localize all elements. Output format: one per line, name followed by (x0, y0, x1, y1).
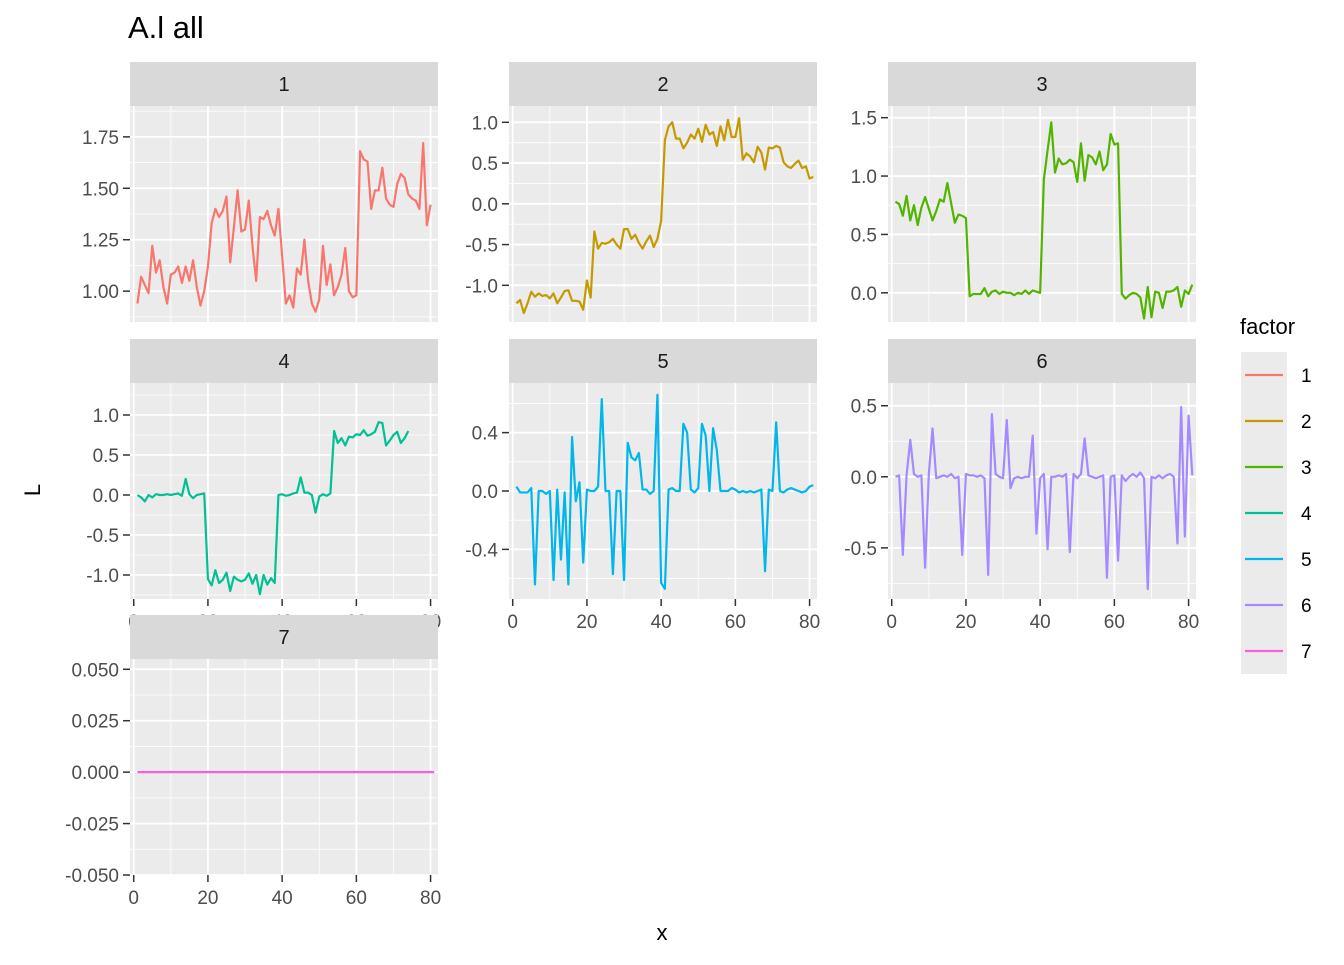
facet-strip-label: 4 (278, 351, 289, 373)
x-tick-label: 60 (346, 888, 367, 909)
panel-5: 5 -0.4 0.0 0.4 0 20 40 60 80 (465, 339, 820, 633)
x-tick-label: 0 (507, 612, 518, 633)
y-tick-label: 1.25 (82, 231, 119, 252)
y-tick-label: 1.00 (82, 282, 119, 303)
facet-strip (130, 615, 438, 659)
panel-background (509, 106, 817, 322)
y-tick-label: -0.4 (465, 540, 498, 561)
panel-2: 2 -1.0 -0.5 0.0 0.5 1.0 (465, 62, 817, 322)
facet-strip-label: 7 (278, 627, 289, 649)
facet-strip (509, 339, 817, 383)
x-tick-label: 0 (128, 888, 139, 909)
y-tick-label: 0.0 (472, 482, 498, 503)
x-tick-label: 80 (799, 612, 820, 633)
panel-background (888, 383, 1196, 599)
y-tick-label: -1.0 (465, 276, 498, 297)
x-tick-label: 40 (1030, 612, 1051, 633)
y-tick-label: 1.50 (82, 179, 119, 200)
panel-3: 3 0.0 0.5 1.0 1.5 (851, 62, 1196, 322)
chart-title: A.l all (128, 10, 204, 45)
y-tick-label: 1.5 (851, 109, 877, 130)
series-line-1 (136, 141, 432, 313)
y-tick-label: 0.000 (71, 763, 119, 784)
x-tick-label: 20 (955, 612, 976, 633)
legend: factor 1 2 3 4 5 6 7 (1240, 314, 1312, 674)
panel-1: 1 1.00 1.25 1.50 1.75 (82, 62, 438, 322)
facet-strip-label: 5 (657, 351, 668, 373)
legend-label-5: 5 (1301, 550, 1312, 571)
y-tick-label: -0.5 (465, 236, 498, 257)
y-tick-label: 0.5 (851, 397, 877, 418)
x-tick-label: 60 (1104, 612, 1125, 633)
y-tick-label: -0.5 (86, 526, 119, 547)
panel-6: 6 -0.5 0.0 0.5 0 20 40 60 80 (844, 339, 1199, 633)
y-tick-label: -0.025 (65, 815, 119, 836)
x-tick-label: 80 (420, 888, 441, 909)
x-tick-label: 20 (576, 612, 597, 633)
y-tick-label: 1.0 (851, 167, 877, 188)
y-tick-label: 0.5 (93, 446, 119, 467)
x-tick-label: 0 (886, 612, 897, 633)
x-tick-label: 80 (1178, 612, 1199, 633)
facet-strip (888, 62, 1196, 106)
legend-label-1: 1 (1301, 366, 1312, 387)
legend-title: factor (1240, 314, 1295, 339)
series-line-3 (894, 121, 1194, 320)
legend-label-2: 2 (1301, 412, 1312, 433)
facet-strip-label: 2 (657, 74, 668, 96)
series-line-2 (515, 117, 814, 315)
panel-background (130, 383, 438, 599)
facet-strip-label: 1 (278, 74, 289, 96)
y-tick-label: 0.5 (851, 225, 877, 246)
y-tick-label: 1.75 (82, 128, 119, 149)
y-tick-label: 0.5 (472, 154, 498, 175)
y-tick-label: 0.0 (93, 486, 119, 507)
y-tick-label: 0.4 (472, 424, 499, 445)
facet-strip (130, 62, 438, 106)
facet-strip (509, 62, 817, 106)
legend-label-3: 3 (1301, 458, 1312, 479)
legend-label-7: 7 (1301, 642, 1312, 663)
facet-strip-label: 6 (1036, 351, 1047, 373)
y-axis-title: L (20, 484, 45, 496)
legend-label-4: 4 (1301, 504, 1312, 525)
x-tick-label: 40 (651, 612, 672, 633)
y-tick-label: 0.050 (71, 660, 119, 681)
y-tick-label: 1.0 (93, 406, 119, 427)
y-tick-label: -0.050 (65, 866, 119, 887)
panel-background (130, 659, 438, 875)
x-tick-label: 60 (725, 612, 746, 633)
x-axis-title: x (657, 920, 668, 945)
y-tick-label: 0.0 (851, 468, 877, 489)
legend-label-6: 6 (1301, 596, 1312, 617)
x-tick-label: 40 (272, 888, 293, 909)
y-tick-label: 1.0 (472, 113, 498, 134)
y-tick-label: 0.0 (851, 284, 877, 305)
series-line-5 (515, 393, 814, 590)
facet-strip (130, 339, 438, 383)
facet-strip-label: 3 (1036, 74, 1047, 96)
series-line-6 (895, 406, 1194, 591)
facet-strip (888, 339, 1196, 383)
series-line-4 (136, 421, 410, 596)
x-tick-label: 20 (197, 888, 218, 909)
y-tick-label: 0.025 (71, 712, 119, 733)
panels-group: 11.001.251.501.752-1.0-0.50.00.51.030.00… (65, 62, 1199, 909)
y-tick-label: 0.0 (472, 195, 498, 216)
y-tick-label: -0.5 (844, 539, 877, 560)
y-tick-label: -1.0 (86, 566, 119, 587)
panel-7: 7 -0.050 -0.025 0.000 0.025 0.050 0 20 40 60 80 (65, 615, 441, 909)
